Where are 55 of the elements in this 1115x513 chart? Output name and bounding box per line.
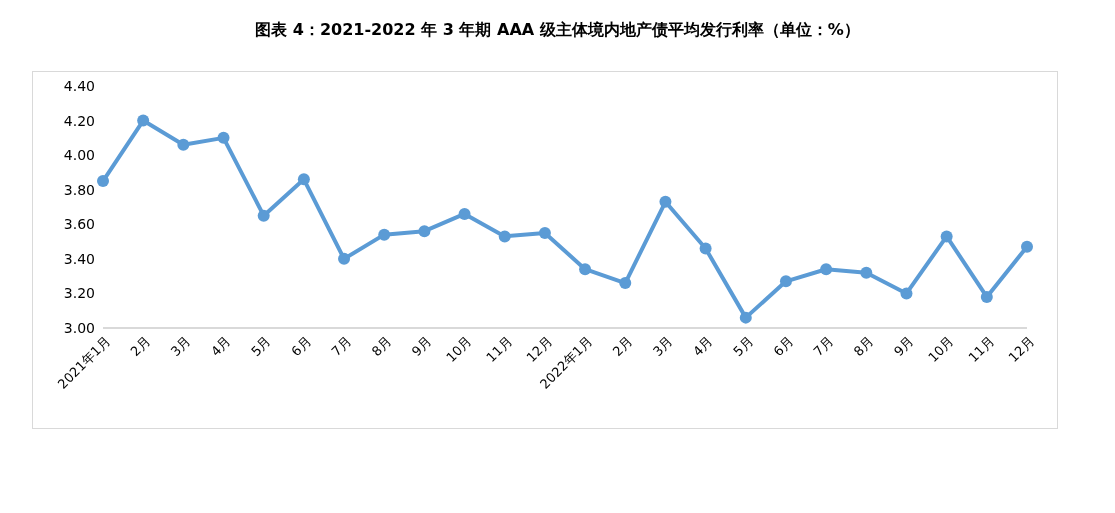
y-tick-label: 4.20 [63,112,95,129]
x-tick-label: 2月 [127,333,154,360]
x-tick-label: 5月 [248,333,274,360]
x-tick-label: 4月 [207,333,234,360]
point [779,275,792,288]
point [418,225,431,238]
chart-title: 图表 4：2021-2022 年 3 年期 AAA 级主体境内地产债平均发行利率（单位：%） [254,19,861,41]
point [980,290,993,303]
y-tick-label: 4.00 [63,147,95,164]
point [297,173,310,186]
point [1021,240,1033,253]
point [739,311,752,324]
point [820,263,833,276]
x-tick-label: 7月 [328,333,355,360]
x-tick-label: 3月 [649,333,676,360]
y-tick-label: 3.40 [63,250,95,267]
point [378,228,391,241]
x-tick-label: 12月 [1005,333,1038,366]
point [97,175,109,188]
x-tick-label: 8月 [850,333,877,360]
x-tick-label: 2月 [609,333,636,360]
x-tick-label: 11月 [965,333,997,366]
point [338,252,351,265]
y-tick-label: 3.80 [63,181,95,198]
point [458,207,471,220]
x-tick-label: 10月 [925,333,957,366]
point [900,287,913,300]
point [619,277,632,290]
x-tick-label: 6月 [770,333,797,360]
x-tick-label: 9月 [408,333,435,360]
point [699,242,712,255]
x-tick-label: 8月 [368,333,395,360]
x-tick-label: 3月 [167,333,194,360]
point [257,209,270,222]
x-tick-label: 10月 [443,333,475,366]
x-tick-label: 6月 [288,333,314,360]
point [137,114,150,127]
x-tick-label: 7月 [810,333,837,360]
x-tick-label: 5月 [730,333,756,360]
x-tick-label: 12月 [523,333,556,366]
point [940,230,953,243]
point [579,263,592,276]
y-tick-label: 4.40 [63,77,95,94]
point [498,230,511,243]
point [538,226,551,239]
point [659,195,672,208]
x-tick-label: 11月 [483,333,515,366]
y-tick-label: 3.20 [63,285,95,302]
x-tick-label: 4月 [690,333,716,360]
point [217,131,230,144]
y-tick-label: 3.60 [63,216,95,233]
point [177,138,190,151]
y-tick-label: 3.00 [63,319,95,336]
point [860,266,873,279]
x-tick-label: 9月 [890,333,917,360]
